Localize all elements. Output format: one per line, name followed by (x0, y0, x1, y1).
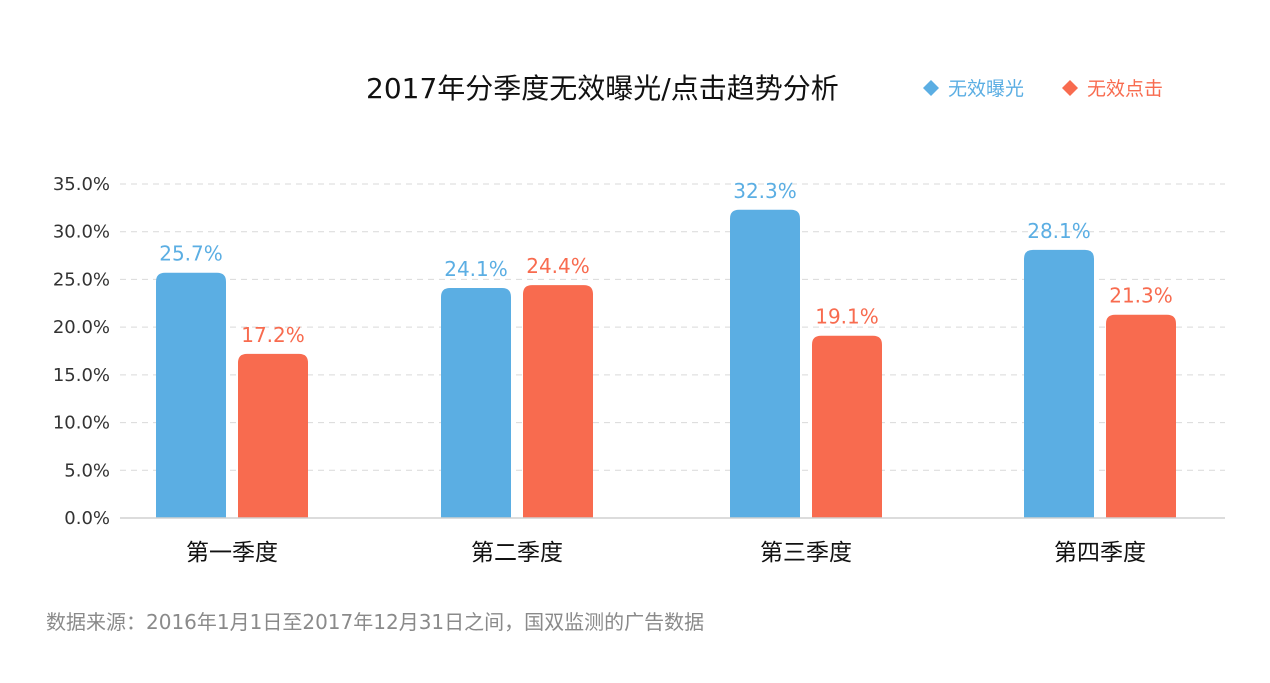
bar-invalid-clicks-q4 (1106, 314, 1176, 518)
y-tick-label: 25.0% (53, 269, 110, 290)
x-tick-label: 第三季度 (760, 540, 852, 566)
source-note: 数据来源：2016年1月1日至2017年12月31日之间，国双监测的广告数据 (46, 610, 704, 634)
data-label-invalid-impressions-q1: 25.7% (159, 242, 223, 266)
bar-invalid-impressions-q4 (1024, 249, 1094, 519)
x-tick-label: 第四季度 (1054, 540, 1146, 566)
legend-label-invalid-impressions: 无效曝光 (948, 78, 1024, 100)
gridlines (120, 183, 1225, 471)
x-tick-label: 第二季度 (471, 540, 563, 566)
bar-invalid-impressions-q3 (730, 209, 800, 518)
y-tick-label: 5.0% (64, 460, 110, 481)
data-label-invalid-clicks-q4: 21.3% (1109, 284, 1173, 308)
data-label-invalid-clicks-q3: 19.1% (815, 305, 879, 329)
legend-item-invalid-clicks: 无效点击 (1062, 78, 1163, 100)
x-tick-label: 第一季度 (186, 540, 278, 566)
legend-marker-invalid-clicks (1062, 80, 1078, 96)
x-axis: 第一季度 第二季度 第三季度 第四季度 (186, 540, 1146, 566)
data-label-invalid-clicks-q2: 24.4% (526, 254, 590, 278)
bars (156, 209, 1176, 519)
y-tick-label: 0.0% (64, 508, 110, 529)
legend-item-invalid-impressions: 无效曝光 (923, 78, 1024, 100)
chart-title: 2017年分季度无效曝光/点击趋势分析 (366, 72, 839, 105)
bar-invalid-impressions-q1 (156, 272, 226, 518)
y-tick-label: 10.0% (53, 413, 110, 434)
bar-invalid-clicks-q2 (523, 285, 593, 518)
y-tick-label: 35.0% (53, 174, 110, 195)
y-tick-label: 30.0% (53, 222, 110, 243)
legend: 无效曝光 无效点击 (923, 78, 1163, 100)
data-label-invalid-impressions-q2: 24.1% (444, 257, 508, 281)
y-tick-label: 20.0% (53, 317, 110, 338)
bar-invalid-clicks-q3 (812, 335, 882, 518)
data-label-invalid-impressions-q4: 28.1% (1027, 219, 1091, 243)
data-label-invalid-impressions-q3: 32.3% (733, 179, 797, 203)
y-tick-label: 15.0% (53, 365, 110, 386)
data-label-invalid-clicks-q1: 17.2% (241, 323, 305, 347)
bar-invalid-clicks-q1 (238, 353, 308, 518)
y-axis: 0.0% 5.0% 10.0% 15.0% 20.0% 25.0% 30.0% 35.0% (53, 174, 110, 529)
data-labels: 25.7% 17.2% 24.1% 24.4% 32.3% 19.1% 28.1% 21.3% (159, 179, 1173, 347)
bar-invalid-impressions-q2 (441, 288, 511, 518)
legend-label-invalid-clicks: 无效点击 (1087, 78, 1163, 100)
legend-marker-invalid-impressions (923, 80, 939, 96)
